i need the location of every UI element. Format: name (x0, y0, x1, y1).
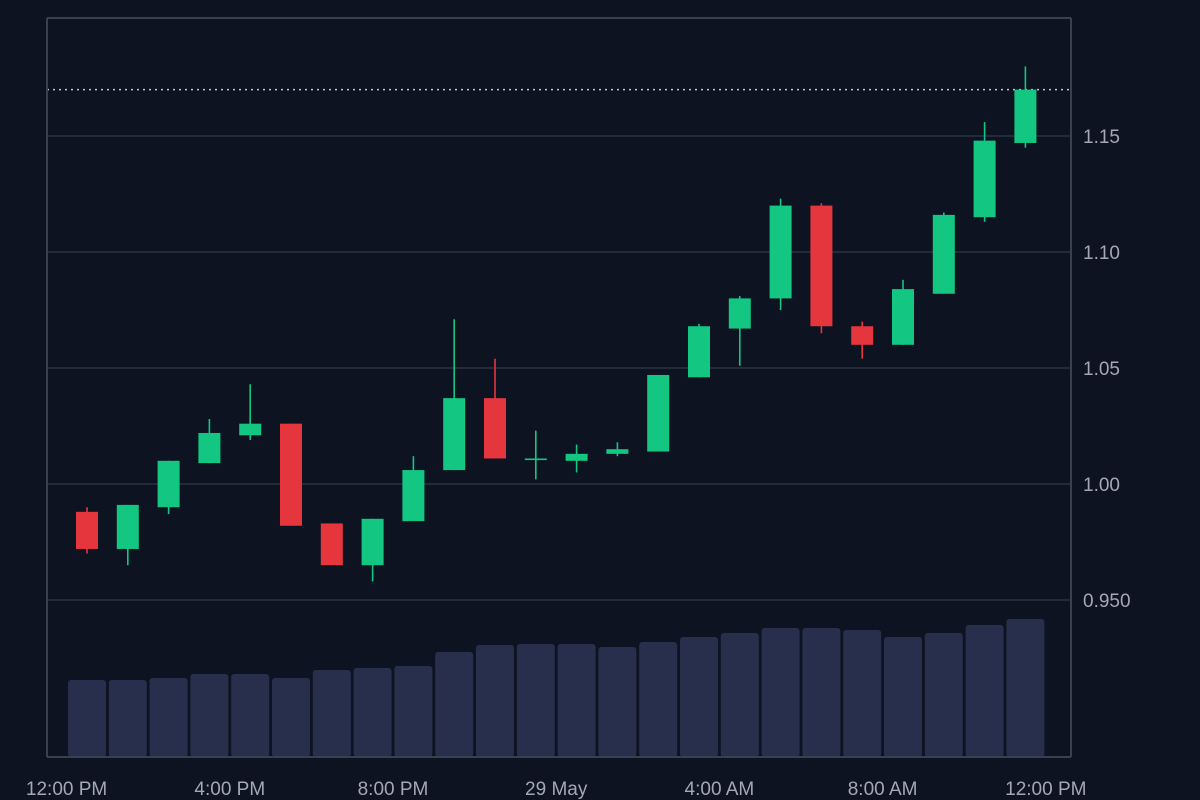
volume-bar (680, 637, 718, 757)
candle (320, 523, 343, 566)
candle (280, 423, 302, 526)
candles (76, 66, 1037, 582)
candle-body (198, 432, 221, 464)
candle-body (76, 511, 98, 549)
volume-bar (149, 678, 188, 757)
y-tick-label: 1.00 (1083, 475, 1120, 496)
candle-body (1014, 89, 1037, 143)
volume-bar (802, 628, 841, 757)
candle (851, 321, 874, 359)
candle (647, 374, 670, 452)
grid-lines (47, 135, 1071, 601)
candle-body (402, 470, 425, 522)
candle-body (606, 449, 629, 454)
candle-body (769, 205, 792, 299)
candle-body (728, 298, 751, 329)
candle-body (484, 398, 506, 459)
candle (932, 212, 955, 294)
candle (443, 319, 466, 471)
candle (361, 518, 384, 582)
volume-bars (68, 619, 1045, 757)
y-tick-label: 1.05 (1083, 359, 1120, 380)
candle-body (524, 458, 547, 461)
volume-bar (435, 652, 474, 757)
y-tick-label: 0.950 (1083, 591, 1131, 612)
volume-bar (516, 644, 555, 757)
volume-bar (394, 666, 433, 757)
candle (892, 279, 914, 345)
x-tick-label: 8:00 AM (848, 779, 918, 800)
candle (402, 456, 425, 522)
volume-bar (639, 642, 678, 757)
candle-body (157, 460, 180, 508)
candle-body (892, 289, 914, 345)
volume-bar (761, 628, 800, 757)
y-axis-labels: 1.15 1.10 1.05 1.00 0.950 (1083, 127, 1131, 612)
volume-bar (353, 668, 392, 757)
candle (198, 419, 221, 464)
volume-bar (965, 625, 1004, 757)
volume-bar (312, 670, 351, 757)
candle-body (810, 205, 833, 327)
candle (157, 460, 180, 515)
candle-body (851, 326, 874, 345)
candle-body (688, 326, 710, 378)
x-tick-label: 4:00 PM (194, 779, 265, 800)
candle (239, 384, 262, 440)
x-tick-label: 4:00 AM (685, 779, 755, 800)
candle-body (116, 504, 139, 549)
candle (76, 507, 98, 554)
candle-body (280, 423, 302, 526)
volume-bar (720, 633, 759, 757)
candle-body (239, 423, 262, 436)
x-axis-labels: 12:00 PM 4:00 PM 8:00 PM 29 May 4:00 AM 8:00 … (26, 779, 1087, 800)
x-tick-label: 12:00 PM (1005, 779, 1086, 800)
candle-body (932, 214, 955, 294)
x-tick-label: 8:00 PM (358, 779, 429, 800)
volume-bar (843, 630, 882, 757)
volume-bar (476, 645, 514, 757)
candle (769, 198, 792, 310)
candle-body (320, 523, 343, 566)
volume-bar (557, 644, 596, 757)
candle (973, 122, 996, 222)
candle-body (565, 453, 588, 461)
volume-bar (1006, 619, 1045, 757)
volume-bar (884, 637, 922, 757)
candle (1014, 66, 1037, 148)
candle (688, 323, 710, 378)
volume-bar (598, 647, 637, 757)
volume-bar (68, 680, 106, 757)
candle (606, 442, 629, 457)
axes (46, 17, 1072, 758)
candle (484, 358, 506, 459)
y-tick-label: 1.10 (1083, 243, 1120, 264)
candle (810, 203, 833, 334)
candle (565, 444, 588, 473)
candle (116, 504, 139, 566)
candle (728, 296, 751, 366)
volume-bar (190, 674, 229, 757)
x-tick-label: 29 May (525, 779, 588, 800)
candle (524, 430, 547, 480)
volume-bar (924, 633, 963, 757)
candle-body (443, 398, 466, 471)
volume-bar (272, 678, 310, 757)
y-tick-label: 1.15 (1083, 127, 1120, 148)
candle-body (647, 374, 670, 452)
candle-body (973, 140, 996, 218)
candle-body (361, 518, 384, 566)
x-tick-label: 12:00 PM (26, 779, 107, 800)
volume-bar (231, 674, 270, 757)
volume-bar (108, 680, 147, 757)
